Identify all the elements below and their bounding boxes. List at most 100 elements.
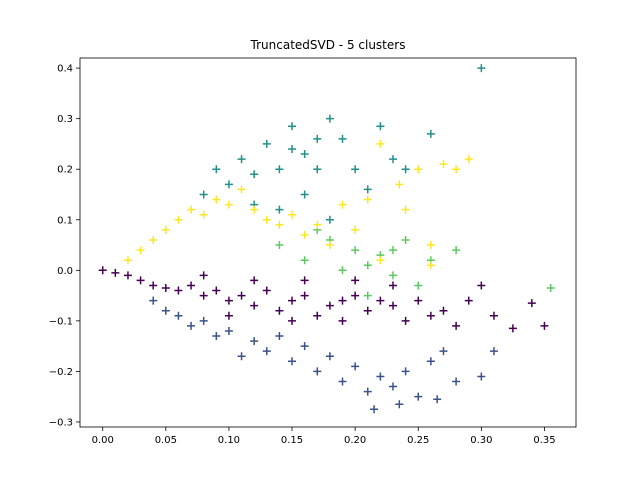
series-2 — [199, 64, 486, 224]
data-point — [161, 225, 170, 234]
data-point — [136, 276, 145, 285]
data-point — [426, 261, 435, 270]
data-point — [338, 200, 347, 209]
data-point — [351, 165, 360, 174]
data-point — [199, 190, 208, 199]
data-point — [489, 311, 498, 320]
data-point — [300, 230, 309, 239]
data-point — [161, 283, 170, 292]
data-point — [262, 347, 271, 356]
plot-frame — [79, 57, 577, 428]
data-point — [123, 256, 132, 265]
data-point — [401, 235, 410, 244]
y-tick-label: −0.2 — [49, 367, 73, 378]
data-point — [313, 367, 322, 376]
y-tick-label: 0.4 — [57, 64, 73, 75]
data-point — [426, 311, 435, 320]
data-point — [313, 134, 322, 143]
data-point — [123, 271, 132, 280]
data-point — [414, 165, 423, 174]
data-point — [111, 268, 120, 277]
data-point — [351, 246, 360, 255]
data-point — [363, 195, 372, 204]
data-point — [275, 241, 284, 250]
data-point — [363, 306, 372, 315]
data-point — [401, 165, 410, 174]
data-point — [224, 311, 233, 320]
data-point — [199, 210, 208, 219]
data-point — [395, 400, 404, 409]
data-point — [224, 200, 233, 209]
data-point — [300, 342, 309, 351]
data-point — [477, 64, 486, 73]
data-point — [300, 291, 309, 300]
data-point — [212, 165, 221, 174]
x-tick-label: 0.10 — [218, 435, 240, 446]
data-point — [338, 316, 347, 325]
data-point — [426, 129, 435, 138]
data-point — [363, 291, 372, 300]
x-tick-label: 0.30 — [470, 435, 492, 446]
data-point — [262, 286, 271, 295]
data-point — [288, 296, 297, 305]
data-point — [426, 357, 435, 366]
data-point — [325, 352, 334, 361]
data-point — [338, 266, 347, 275]
data-point — [288, 210, 297, 219]
data-point — [212, 286, 221, 295]
data-point — [325, 301, 334, 310]
data-point — [174, 286, 183, 295]
x-axis: 0.00 0.05 0.10 0.15 0.20 0.25 0.30 0.35 — [92, 427, 556, 446]
data-point — [187, 205, 196, 214]
data-point — [300, 276, 309, 285]
data-point — [325, 241, 334, 250]
data-point — [376, 372, 385, 381]
data-point — [363, 185, 372, 194]
data-point — [199, 271, 208, 280]
x-tick-label: 0.05 — [155, 435, 177, 446]
data-point — [401, 205, 410, 214]
data-point — [388, 281, 397, 290]
data-point — [275, 165, 284, 174]
data-point — [477, 281, 486, 290]
data-point — [149, 235, 158, 244]
data-point — [300, 190, 309, 199]
data-point — [527, 299, 536, 308]
data-point — [300, 256, 309, 265]
data-point — [338, 377, 347, 386]
series-1 — [149, 296, 498, 414]
data-point — [288, 316, 297, 325]
data-point — [199, 316, 208, 325]
data-point — [149, 296, 158, 305]
data-point — [237, 155, 246, 164]
data-point — [149, 281, 158, 290]
data-point — [250, 337, 259, 346]
data-point — [313, 311, 322, 320]
data-point — [452, 321, 461, 330]
series-4 — [123, 139, 473, 270]
data-point — [174, 215, 183, 224]
data-point — [212, 332, 221, 341]
data-point — [98, 266, 107, 275]
data-point — [338, 134, 347, 143]
data-point — [433, 395, 442, 404]
data-point — [250, 276, 259, 285]
series-0 — [98, 266, 549, 333]
data-point — [250, 170, 259, 179]
data-point — [464, 296, 473, 305]
chart-title: TruncatedSVD - 5 clusters — [250, 38, 406, 52]
data-point — [439, 160, 448, 169]
x-tick-label: 0.00 — [92, 435, 114, 446]
data-point — [250, 301, 259, 310]
data-point — [489, 347, 498, 356]
data-point — [288, 144, 297, 153]
y-tick-label: 0.0 — [57, 266, 73, 277]
data-point — [262, 215, 271, 224]
data-point — [275, 306, 284, 315]
data-point — [325, 114, 334, 123]
data-point — [426, 241, 435, 250]
data-point — [540, 321, 549, 330]
data-point — [452, 377, 461, 386]
data-point — [136, 246, 145, 255]
